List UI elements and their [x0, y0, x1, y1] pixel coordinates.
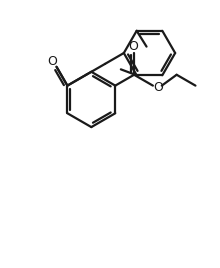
- Text: O: O: [48, 55, 57, 68]
- Text: O: O: [153, 81, 163, 94]
- Text: O: O: [128, 40, 138, 53]
